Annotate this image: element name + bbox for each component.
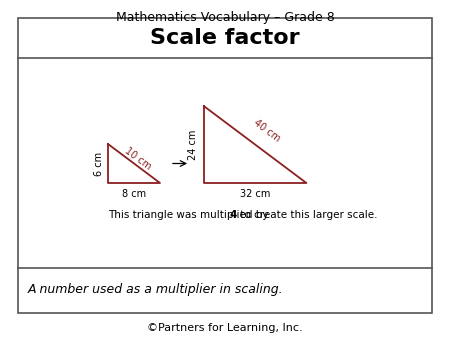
Text: 32 cm: 32 cm (240, 189, 270, 199)
Text: Scale factor: Scale factor (150, 28, 300, 48)
Text: This triangle was multiplied by: This triangle was multiplied by (108, 210, 272, 220)
Text: 6 cm: 6 cm (94, 151, 104, 175)
Text: 40 cm: 40 cm (252, 118, 282, 144)
Text: 24 cm: 24 cm (188, 129, 198, 160)
Text: Mathematics Vocabulary – Grade 8: Mathematics Vocabulary – Grade 8 (116, 11, 334, 24)
Text: ©Partners for Learning, Inc.: ©Partners for Learning, Inc. (147, 323, 303, 333)
Text: A number used as a multiplier in scaling.: A number used as a multiplier in scaling… (28, 284, 284, 296)
Text: 8 cm: 8 cm (122, 189, 146, 199)
Text: 4: 4 (230, 210, 238, 220)
Text: to create this larger scale.: to create this larger scale. (237, 210, 378, 220)
FancyBboxPatch shape (18, 18, 432, 313)
Text: 10 cm: 10 cm (123, 145, 153, 172)
